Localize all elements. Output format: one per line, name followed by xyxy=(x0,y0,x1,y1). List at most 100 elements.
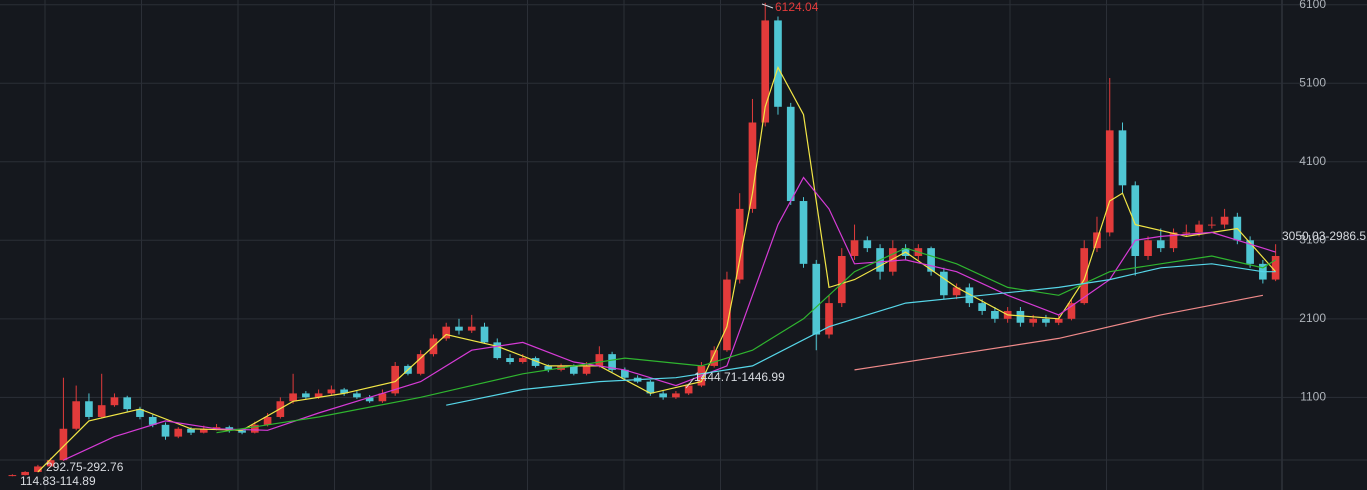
candle-body xyxy=(1131,185,1140,256)
candle-body xyxy=(1207,224,1216,226)
candle-body xyxy=(212,427,221,429)
annotation: 1444.71-1446.99 xyxy=(694,370,785,384)
candle-body xyxy=(1220,216,1229,225)
candle-body xyxy=(250,424,259,433)
candle-body xyxy=(1118,130,1127,186)
candle-body xyxy=(8,475,17,477)
candle-body xyxy=(289,393,297,402)
candle-body xyxy=(340,389,348,394)
candle-body xyxy=(187,428,195,433)
candle-body xyxy=(455,326,463,331)
candle-body xyxy=(493,342,502,359)
candle-body xyxy=(582,365,591,374)
candle-body xyxy=(684,385,693,394)
candle-body xyxy=(710,350,719,366)
ma-line xyxy=(37,65,1277,473)
candle-body xyxy=(1080,248,1089,304)
candle-body xyxy=(952,287,961,296)
candle-body xyxy=(608,354,616,370)
candle-body xyxy=(1029,318,1038,323)
candle-body xyxy=(646,381,655,394)
candle-body xyxy=(863,240,872,249)
candle-body xyxy=(148,416,157,425)
candle-body xyxy=(72,401,81,429)
candle-body xyxy=(199,428,208,433)
ma-line xyxy=(854,294,1264,371)
candle-body xyxy=(314,393,323,398)
candle-body xyxy=(302,393,310,398)
candle-body xyxy=(34,466,42,472)
candle-body xyxy=(1105,130,1114,233)
candle-body xyxy=(531,358,540,366)
candle-body xyxy=(723,279,731,351)
candle-body xyxy=(1042,318,1050,323)
candle-body xyxy=(1271,255,1280,280)
annotation: 114.83-114.89 xyxy=(20,474,96,488)
candle-body xyxy=(327,389,336,394)
candle-body xyxy=(1195,224,1203,233)
annotation-pointer xyxy=(685,377,695,389)
candle-body xyxy=(1156,240,1165,249)
candle-body xyxy=(353,393,361,398)
candle-body xyxy=(1182,232,1191,234)
candle-body xyxy=(416,354,425,374)
candle-body xyxy=(1169,232,1178,249)
candle-body xyxy=(825,303,833,335)
candle-body xyxy=(940,271,948,296)
candle-body xyxy=(569,365,578,374)
annotation: 3050.03-2986.5 xyxy=(1282,229,1366,243)
ma-line xyxy=(446,263,1276,406)
candle-body xyxy=(735,208,744,280)
candle-body xyxy=(378,393,387,402)
candle-body xyxy=(850,240,859,256)
candle-body xyxy=(1054,318,1063,323)
candle-body xyxy=(1246,240,1254,264)
candle-body xyxy=(748,122,757,209)
candle-body xyxy=(991,310,999,319)
candle-body xyxy=(799,201,808,264)
ma-line xyxy=(216,247,1276,434)
candle-body xyxy=(544,365,553,370)
candle-body xyxy=(238,430,246,433)
y-tick-label: 6100 xyxy=(1299,0,1326,11)
candle-body xyxy=(161,424,170,437)
candle-body xyxy=(506,358,514,363)
candle-body xyxy=(659,393,667,398)
annotation: 6124.04 xyxy=(775,0,819,14)
candle-body xyxy=(59,428,68,461)
candle-body xyxy=(761,20,770,123)
candle-body xyxy=(1144,240,1152,256)
candle-body xyxy=(480,326,489,343)
candle-body xyxy=(774,20,782,107)
annotation-pointer xyxy=(761,3,774,9)
candle-body xyxy=(123,397,132,410)
candle-body xyxy=(672,393,680,398)
y-tick-label: 5100 xyxy=(1299,75,1326,89)
candle-body xyxy=(391,365,400,394)
candle-body xyxy=(812,263,821,335)
candle-body xyxy=(467,326,476,331)
annotation: 292.75-292.76 xyxy=(46,460,124,474)
candle-body xyxy=(621,369,629,378)
candle-body xyxy=(97,405,106,417)
y-tick-label: 2100 xyxy=(1299,311,1326,325)
candle-body xyxy=(978,303,986,311)
y-tick-label: 3100 xyxy=(1299,232,1326,246)
candle-body xyxy=(21,471,29,476)
y-tick-label: 4100 xyxy=(1299,154,1326,168)
ma-line xyxy=(63,176,1276,461)
candle-body xyxy=(110,397,119,406)
candle-body xyxy=(837,255,846,304)
candle-body xyxy=(136,409,144,417)
candle-body xyxy=(927,248,935,272)
candle-body xyxy=(442,326,451,339)
candle-body xyxy=(595,354,604,366)
candle-body xyxy=(85,401,93,417)
candle-body xyxy=(174,428,183,437)
candle-body xyxy=(888,248,897,272)
candle-body xyxy=(263,416,272,425)
candle-body xyxy=(518,358,527,363)
y-tick-label: 1100 xyxy=(1300,390,1326,404)
candle-body xyxy=(1016,310,1025,323)
